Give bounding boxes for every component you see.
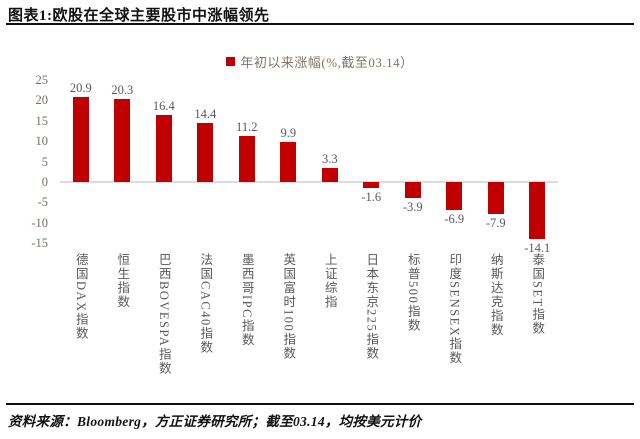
y-axis-tick-label: -10 bbox=[31, 215, 48, 230]
bar-纳斯达克指数 bbox=[487, 181, 504, 215]
y-axis-tick-label: 25 bbox=[35, 73, 49, 87]
legend-series-label: 年初以来涨幅(%,截至03.14） bbox=[240, 55, 414, 70]
x-axis-category-label: 日本东京225指数 bbox=[364, 253, 379, 361]
bar-法国CAC40指数 bbox=[197, 123, 214, 182]
x-axis-category-label: 纳斯达克指数 bbox=[488, 253, 503, 337]
y-axis-tick-label: -5 bbox=[37, 195, 48, 210]
bar-德国DAX指数 bbox=[72, 96, 89, 182]
bar-value-label: -3.9 bbox=[402, 199, 423, 214]
bar-印度SENSEX指数 bbox=[446, 181, 463, 210]
footer-divider bbox=[6, 403, 634, 405]
bar-日本东京225指数 bbox=[363, 181, 380, 189]
bar-value-label: -7.9 bbox=[485, 216, 506, 231]
zero-axis-line bbox=[60, 180, 558, 183]
x-axis-category-label: 法国CAC40指数 bbox=[198, 253, 213, 355]
y-axis-tick-label: -15 bbox=[31, 236, 48, 250]
bar-value-label: -14.1 bbox=[524, 241, 551, 256]
x-axis-category-label: 恒生指数 bbox=[115, 253, 130, 309]
y-axis-tick-label: 0 bbox=[41, 174, 48, 189]
x-axis-category-label: 印度SENSEX指数 bbox=[447, 253, 462, 366]
bar-泰国SET指数 bbox=[529, 181, 546, 240]
bar-value-label: 9.9 bbox=[280, 125, 297, 140]
bar-巴西BOVESPA指数 bbox=[155, 115, 172, 182]
x-axis-category-label: 德国DAX指数 bbox=[73, 253, 88, 341]
source-note: 资料来源：Bloomberg，方正证券研究所；截至03.14，均按美元计价 bbox=[8, 414, 422, 429]
bar-英国富时100指数 bbox=[280, 141, 297, 182]
chart-legend: 年初以来涨幅(%,截至03.14） bbox=[0, 52, 640, 71]
x-axis-category-label: 巴西BOVESPA指数 bbox=[156, 253, 171, 376]
bar-chart-plot-area: 20.9 德国DAX指数 20.3 恒生指数 16.4 巴西BOVESPA指数 14.4 法国… bbox=[60, 80, 558, 375]
y-axis-tick-label: 15 bbox=[35, 113, 49, 128]
bar-value-label: -1.6 bbox=[361, 190, 382, 205]
bar-value-label: 3.3 bbox=[321, 152, 338, 167]
bar-value-label: 11.2 bbox=[236, 120, 258, 135]
y-axis-tick-label: 10 bbox=[35, 134, 49, 149]
bar-value-label: 20.9 bbox=[69, 80, 92, 95]
x-axis-category-label: 泰国SET指数 bbox=[530, 253, 545, 336]
y-axis: 25 20 15 10 5 0 -5 -10 -15 bbox=[0, 73, 50, 250]
x-axis-category-label: 标普500指数 bbox=[405, 253, 420, 333]
x-axis-category-label: 英国富时100指数 bbox=[281, 253, 296, 361]
bar-value-label: 20.3 bbox=[111, 83, 134, 98]
title-divider bbox=[6, 23, 634, 25]
y-axis-tick-label: 20 bbox=[35, 93, 49, 108]
legend-series-marker bbox=[226, 57, 236, 66]
bar-value-label: -6.9 bbox=[444, 211, 465, 226]
x-axis-category-label: 上证综指 bbox=[322, 253, 337, 309]
figure-title: 图表1:欧股在全球主要股市中涨幅领先 bbox=[8, 8, 270, 24]
x-axis-category-label: 墨西哥IPC指数 bbox=[239, 253, 254, 347]
bar-恒生指数 bbox=[114, 99, 131, 182]
bar-上证综指 bbox=[321, 168, 338, 182]
bar-value-label: 16.4 bbox=[152, 99, 175, 114]
bar-value-label: 14.4 bbox=[194, 107, 217, 122]
bar-墨西哥IPC指数 bbox=[238, 136, 255, 182]
y-axis-tick-label: 5 bbox=[41, 154, 48, 169]
bar-标普500指数 bbox=[404, 181, 421, 198]
